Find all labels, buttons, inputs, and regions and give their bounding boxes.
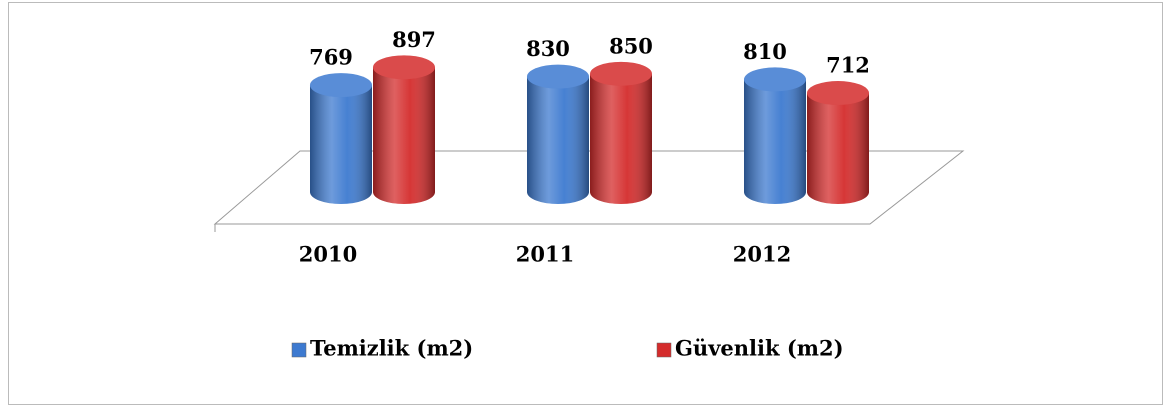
value-label: 897 xyxy=(392,27,436,52)
x-tick-label: 2010 xyxy=(299,242,357,267)
cylinder-top xyxy=(807,81,869,106)
cylinder xyxy=(527,64,589,204)
legend-swatch xyxy=(291,342,307,358)
cylinder-top xyxy=(590,61,652,86)
cylinder-top-shine xyxy=(807,81,869,106)
cylinder-shade xyxy=(807,93,869,204)
legend-swatch xyxy=(656,342,672,358)
x-tick-label: 2012 xyxy=(733,242,791,267)
value-label: 769 xyxy=(309,45,353,70)
cylinder-top-shine xyxy=(527,64,589,89)
legend-label: Güvenlik (m2) xyxy=(675,336,844,361)
cylinder xyxy=(590,61,652,204)
value-label: 712 xyxy=(826,53,870,78)
cylinder-top-shine xyxy=(310,73,372,98)
x-tick-label: 2011 xyxy=(516,242,574,267)
cylinder-top-shine xyxy=(373,55,435,80)
cylinder-shade xyxy=(527,76,589,204)
cylinder-shade xyxy=(310,85,372,204)
cylinder xyxy=(310,73,372,204)
value-label: 850 xyxy=(609,33,653,58)
cylinder-top-shine xyxy=(590,61,652,86)
cylinder-shade xyxy=(373,67,435,204)
value-label: 810 xyxy=(743,39,787,64)
plot: 2010 2011 2012 769 830 810 897 850 712 xyxy=(299,27,870,267)
legend-label: Temizlik (m2) xyxy=(310,336,473,361)
cylinder xyxy=(373,55,435,204)
cylinder-top xyxy=(527,64,589,89)
cylinder-shade xyxy=(590,73,652,204)
cylinder-top xyxy=(373,55,435,80)
cylinder xyxy=(807,81,869,204)
cylinder-top-shine xyxy=(744,67,806,92)
cylinder-top xyxy=(310,73,372,98)
cylinder-top xyxy=(744,67,806,92)
cylinder xyxy=(744,67,806,204)
cylinder-shade xyxy=(744,79,806,204)
value-label: 830 xyxy=(526,36,570,61)
